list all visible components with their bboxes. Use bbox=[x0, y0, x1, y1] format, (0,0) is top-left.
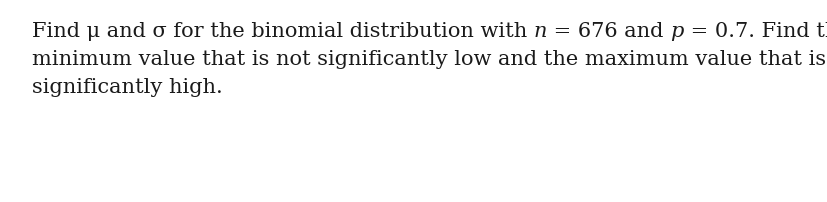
Text: p: p bbox=[670, 22, 683, 41]
Text: significantly high.: significantly high. bbox=[32, 78, 222, 97]
Text: = 0.7. Find the: = 0.7. Find the bbox=[683, 22, 827, 41]
Text: = 676 and: = 676 and bbox=[547, 22, 670, 41]
Text: Find μ and σ for the binomial distribution with: Find μ and σ for the binomial distributi… bbox=[32, 22, 533, 41]
Text: minimum value that is not significantly low and the maximum value that is not: minimum value that is not significantly … bbox=[32, 50, 827, 69]
Text: n: n bbox=[533, 22, 547, 41]
